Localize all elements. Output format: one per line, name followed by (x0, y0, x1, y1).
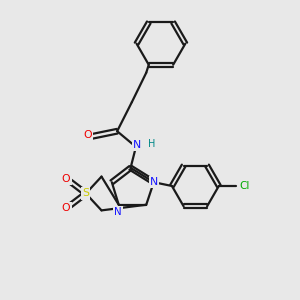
Text: S: S (82, 188, 89, 199)
Text: H: H (148, 140, 155, 149)
Text: N: N (114, 207, 122, 217)
Text: N: N (150, 177, 158, 187)
Text: O: O (84, 130, 92, 140)
Text: N: N (134, 140, 142, 150)
Text: O: O (62, 174, 70, 184)
Text: Cl: Cl (240, 181, 250, 191)
Text: O: O (62, 203, 70, 213)
